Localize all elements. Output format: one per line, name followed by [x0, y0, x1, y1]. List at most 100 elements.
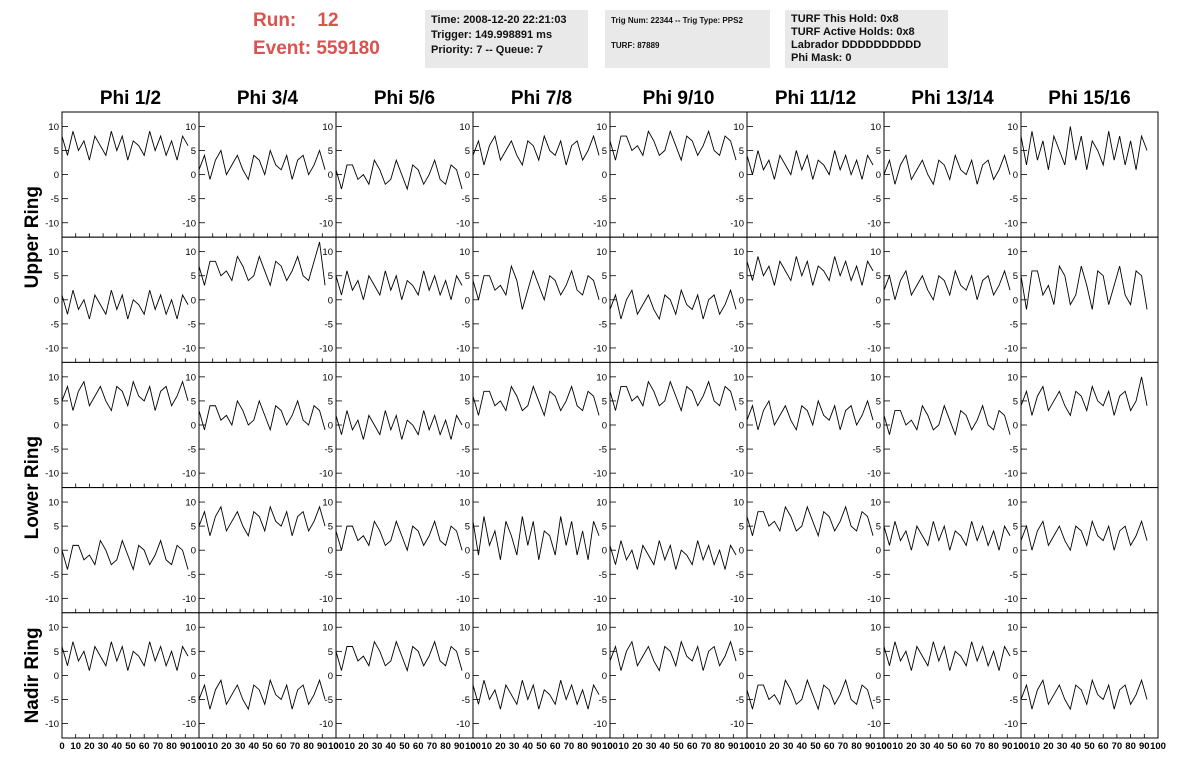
panel-frame — [335, 111, 474, 238]
panel-frame — [61, 487, 200, 614]
x-tick-label: 90 — [865, 741, 876, 752]
x-tick-label: 100 — [191, 741, 207, 752]
x-tick-label: 90 — [180, 741, 191, 752]
x-tick-label: 80 — [440, 741, 451, 752]
y-tick-label: -10 — [319, 343, 333, 354]
y-tick-label: -5 — [873, 570, 881, 581]
waveform — [335, 270, 463, 300]
y-tick-label: 5 — [739, 522, 744, 533]
event: Event: 559180 — [253, 38, 380, 60]
y-tick-label: 5 — [191, 146, 196, 157]
panel-frame — [609, 612, 748, 739]
waveform — [472, 385, 600, 417]
x-tick-label: 50 — [673, 741, 684, 752]
x-tick-label: 60 — [550, 741, 561, 752]
info-line: TURF: 87889 — [611, 41, 660, 50]
y-tick-label: 0 — [465, 170, 470, 181]
waveform — [61, 380, 189, 412]
x-tick-label: 90 — [454, 741, 465, 752]
waveform — [746, 678, 874, 711]
y-tick-label: 5 — [328, 271, 333, 282]
run-label: Run: — [253, 10, 297, 31]
x-tick-label: 20 — [632, 741, 643, 752]
waveform — [472, 516, 600, 560]
x-tick-label: 40 — [934, 741, 945, 752]
panel-frame — [883, 236, 1022, 363]
y-tick-label: 10 — [1007, 372, 1018, 383]
x-tick-label: 80 — [851, 741, 862, 752]
y-tick-label: 5 — [876, 146, 881, 157]
y-tick-label: 10 — [1007, 122, 1018, 133]
x-tick-label: 100 — [465, 741, 481, 752]
x-tick-label: 100 — [328, 741, 344, 752]
y-tick-label: -5 — [599, 445, 607, 456]
y-tick-label: -10 — [593, 469, 607, 480]
y-tick-label: 5 — [739, 146, 744, 157]
x-tick-label: 80 — [577, 741, 588, 752]
y-tick-label: 10 — [322, 623, 333, 634]
y-tick-label: 10 — [870, 247, 881, 258]
y-tick-label: -5 — [188, 194, 196, 205]
y-tick-label: 0 — [54, 546, 59, 557]
y-tick-label: -10 — [45, 719, 59, 730]
y-tick-label: -10 — [867, 218, 881, 229]
waveform — [198, 399, 326, 432]
x-tick-label: 70 — [427, 741, 438, 752]
y-tick-label: -10 — [456, 218, 470, 229]
x-tick-label: 30 — [646, 741, 657, 752]
x-tick-label: 60 — [961, 741, 972, 752]
event-label: Event: — [253, 38, 312, 59]
y-tick-label: 0 — [54, 170, 59, 181]
y-tick-label: -5 — [325, 194, 333, 205]
y-tick-label: 10 — [733, 247, 744, 258]
column-title: Phi 1/2 — [100, 88, 161, 109]
y-tick-label: -10 — [45, 218, 59, 229]
y-tick-label: 10 — [459, 623, 470, 634]
y-tick-label: 5 — [54, 271, 59, 282]
panel-frame — [198, 111, 337, 238]
x-tick-label: 90 — [1139, 741, 1150, 752]
y-tick-label: -5 — [51, 695, 59, 706]
x-tick-label: 30 — [783, 741, 794, 752]
panel-frame — [609, 236, 748, 363]
waveform — [61, 539, 189, 572]
y-tick-label: -5 — [599, 695, 607, 706]
y-tick-label: -5 — [188, 445, 196, 456]
y-tick-label: -5 — [599, 194, 607, 205]
y-tick-label: 10 — [322, 498, 333, 509]
y-tick-label: -5 — [736, 319, 744, 330]
x-tick-label: 80 — [714, 741, 725, 752]
run-number: 12 — [317, 10, 339, 31]
y-tick-label: 10 — [596, 247, 607, 258]
y-tick-label: -10 — [456, 594, 470, 605]
y-tick-label: 10 — [733, 623, 744, 634]
x-tick-label: 50 — [1084, 741, 1095, 752]
panel-frame — [746, 612, 885, 739]
info-line: Trigger: 149.998891 ms — [431, 29, 553, 41]
y-tick-label: 0 — [602, 295, 607, 306]
x-tick-label: 40 — [523, 741, 534, 752]
y-tick-label: 10 — [459, 247, 470, 258]
y-tick-label: -5 — [51, 570, 59, 581]
y-tick-label: 0 — [191, 671, 196, 682]
x-tick-label: 30 — [1057, 741, 1068, 752]
waveform — [609, 288, 737, 321]
info-line: Priority: 7 -- Queue: 7 — [431, 44, 543, 56]
panel-frame — [198, 612, 337, 739]
panel-frame — [472, 236, 611, 363]
waveform — [335, 640, 463, 673]
y-tick-label: 5 — [1013, 522, 1018, 533]
x-tick-label: 100 — [602, 741, 618, 752]
y-tick-label: 10 — [185, 247, 196, 258]
y-tick-label: 10 — [1007, 623, 1018, 634]
panel-frame — [609, 487, 748, 614]
x-tick-label: 60 — [1098, 741, 1109, 752]
y-tick-label: -10 — [319, 594, 333, 605]
x-tick-label: 100 — [876, 741, 892, 752]
column-title: Phi 5/6 — [374, 88, 435, 109]
y-tick-label: 5 — [876, 271, 881, 282]
waveform — [883, 269, 1011, 302]
x-tick-label: 0 — [744, 741, 749, 752]
x-tick-label: 0 — [1018, 741, 1023, 752]
y-tick-label: 5 — [328, 647, 333, 658]
